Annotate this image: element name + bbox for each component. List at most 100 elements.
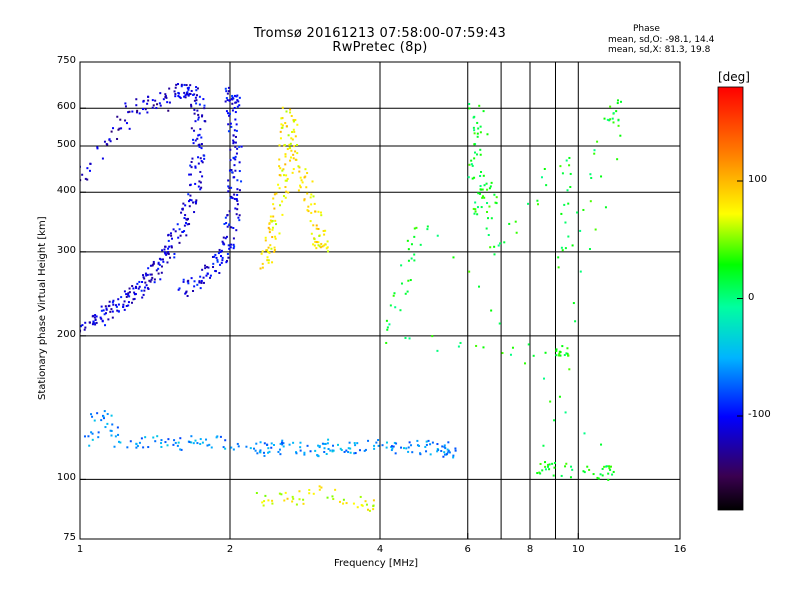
data-point xyxy=(135,442,138,445)
data-point xyxy=(555,348,558,351)
data-point xyxy=(407,446,410,449)
series-points xyxy=(255,485,375,512)
data-point xyxy=(318,445,321,448)
data-point xyxy=(616,158,619,161)
data-point xyxy=(225,259,228,262)
data-point xyxy=(267,259,270,262)
data-point xyxy=(144,108,147,111)
y-tick-label: 100 xyxy=(56,472,76,484)
data-point xyxy=(151,106,154,109)
data-point xyxy=(271,228,274,231)
data-point xyxy=(588,248,591,251)
data-point xyxy=(234,145,237,148)
data-point xyxy=(255,442,258,445)
data-point xyxy=(326,246,329,249)
data-point xyxy=(128,291,131,294)
data-point xyxy=(386,328,389,331)
data-point xyxy=(483,196,486,199)
data-point xyxy=(159,104,162,107)
data-point xyxy=(527,343,530,346)
data-point xyxy=(400,264,403,267)
data-point xyxy=(446,448,449,451)
data-point xyxy=(151,276,154,279)
data-point xyxy=(210,446,213,449)
data-point xyxy=(124,119,127,122)
data-point xyxy=(173,256,176,259)
data-point xyxy=(287,191,290,194)
data-point xyxy=(97,431,100,434)
data-point xyxy=(146,102,149,105)
data-point xyxy=(170,234,173,237)
data-point xyxy=(196,442,199,445)
data-point xyxy=(603,117,606,120)
data-point xyxy=(100,305,103,308)
data-point xyxy=(272,215,275,218)
data-point xyxy=(408,337,411,340)
data-point xyxy=(187,200,190,203)
data-point xyxy=(186,218,189,221)
data-point xyxy=(391,447,394,450)
data-point xyxy=(176,223,179,226)
data-point xyxy=(164,93,167,96)
data-point xyxy=(183,91,186,94)
data-point xyxy=(198,180,201,183)
data-point xyxy=(527,202,530,205)
data-point xyxy=(273,248,276,251)
data-point xyxy=(190,441,193,444)
data-point xyxy=(192,442,195,445)
data-point xyxy=(111,423,114,426)
data-point xyxy=(267,251,270,254)
data-point xyxy=(413,227,416,230)
data-point xyxy=(195,201,198,204)
data-point xyxy=(410,444,413,447)
data-point xyxy=(267,447,270,450)
data-point xyxy=(477,127,480,130)
data-point xyxy=(180,85,183,88)
data-point xyxy=(230,243,233,246)
data-point xyxy=(281,117,284,120)
data-point xyxy=(191,157,194,160)
data-point xyxy=(616,99,619,102)
data-point xyxy=(159,278,162,281)
data-point xyxy=(186,87,189,90)
data-point xyxy=(112,299,115,302)
data-point xyxy=(96,147,99,150)
data-point xyxy=(364,500,367,503)
data-point xyxy=(131,301,134,304)
data-point xyxy=(150,273,153,276)
data-point xyxy=(479,188,482,191)
data-point xyxy=(206,444,209,447)
data-point xyxy=(234,135,237,138)
data-point xyxy=(480,206,483,209)
data-point xyxy=(182,280,185,283)
data-point xyxy=(274,235,277,238)
data-point xyxy=(190,166,193,169)
data-point xyxy=(566,347,569,350)
data-point xyxy=(236,442,239,445)
data-point xyxy=(318,245,321,248)
data-point xyxy=(101,157,104,160)
data-point xyxy=(280,493,283,496)
data-point xyxy=(373,444,376,447)
data-point xyxy=(187,279,190,282)
data-point xyxy=(127,292,130,295)
data-point xyxy=(279,130,282,133)
data-point xyxy=(235,152,238,155)
data-point xyxy=(544,351,547,354)
data-point xyxy=(123,308,126,311)
data-point xyxy=(197,162,200,165)
data-point xyxy=(147,446,150,449)
data-point xyxy=(200,136,203,139)
data-point xyxy=(609,118,612,121)
data-point xyxy=(136,445,139,448)
data-point xyxy=(278,187,281,190)
data-point xyxy=(503,241,506,244)
data-point xyxy=(159,92,162,95)
data-point xyxy=(173,90,176,93)
data-point xyxy=(568,368,571,371)
data-point xyxy=(291,500,294,503)
data-point xyxy=(568,164,571,167)
data-point xyxy=(479,185,482,188)
series-points xyxy=(80,87,180,182)
data-point xyxy=(279,204,282,207)
